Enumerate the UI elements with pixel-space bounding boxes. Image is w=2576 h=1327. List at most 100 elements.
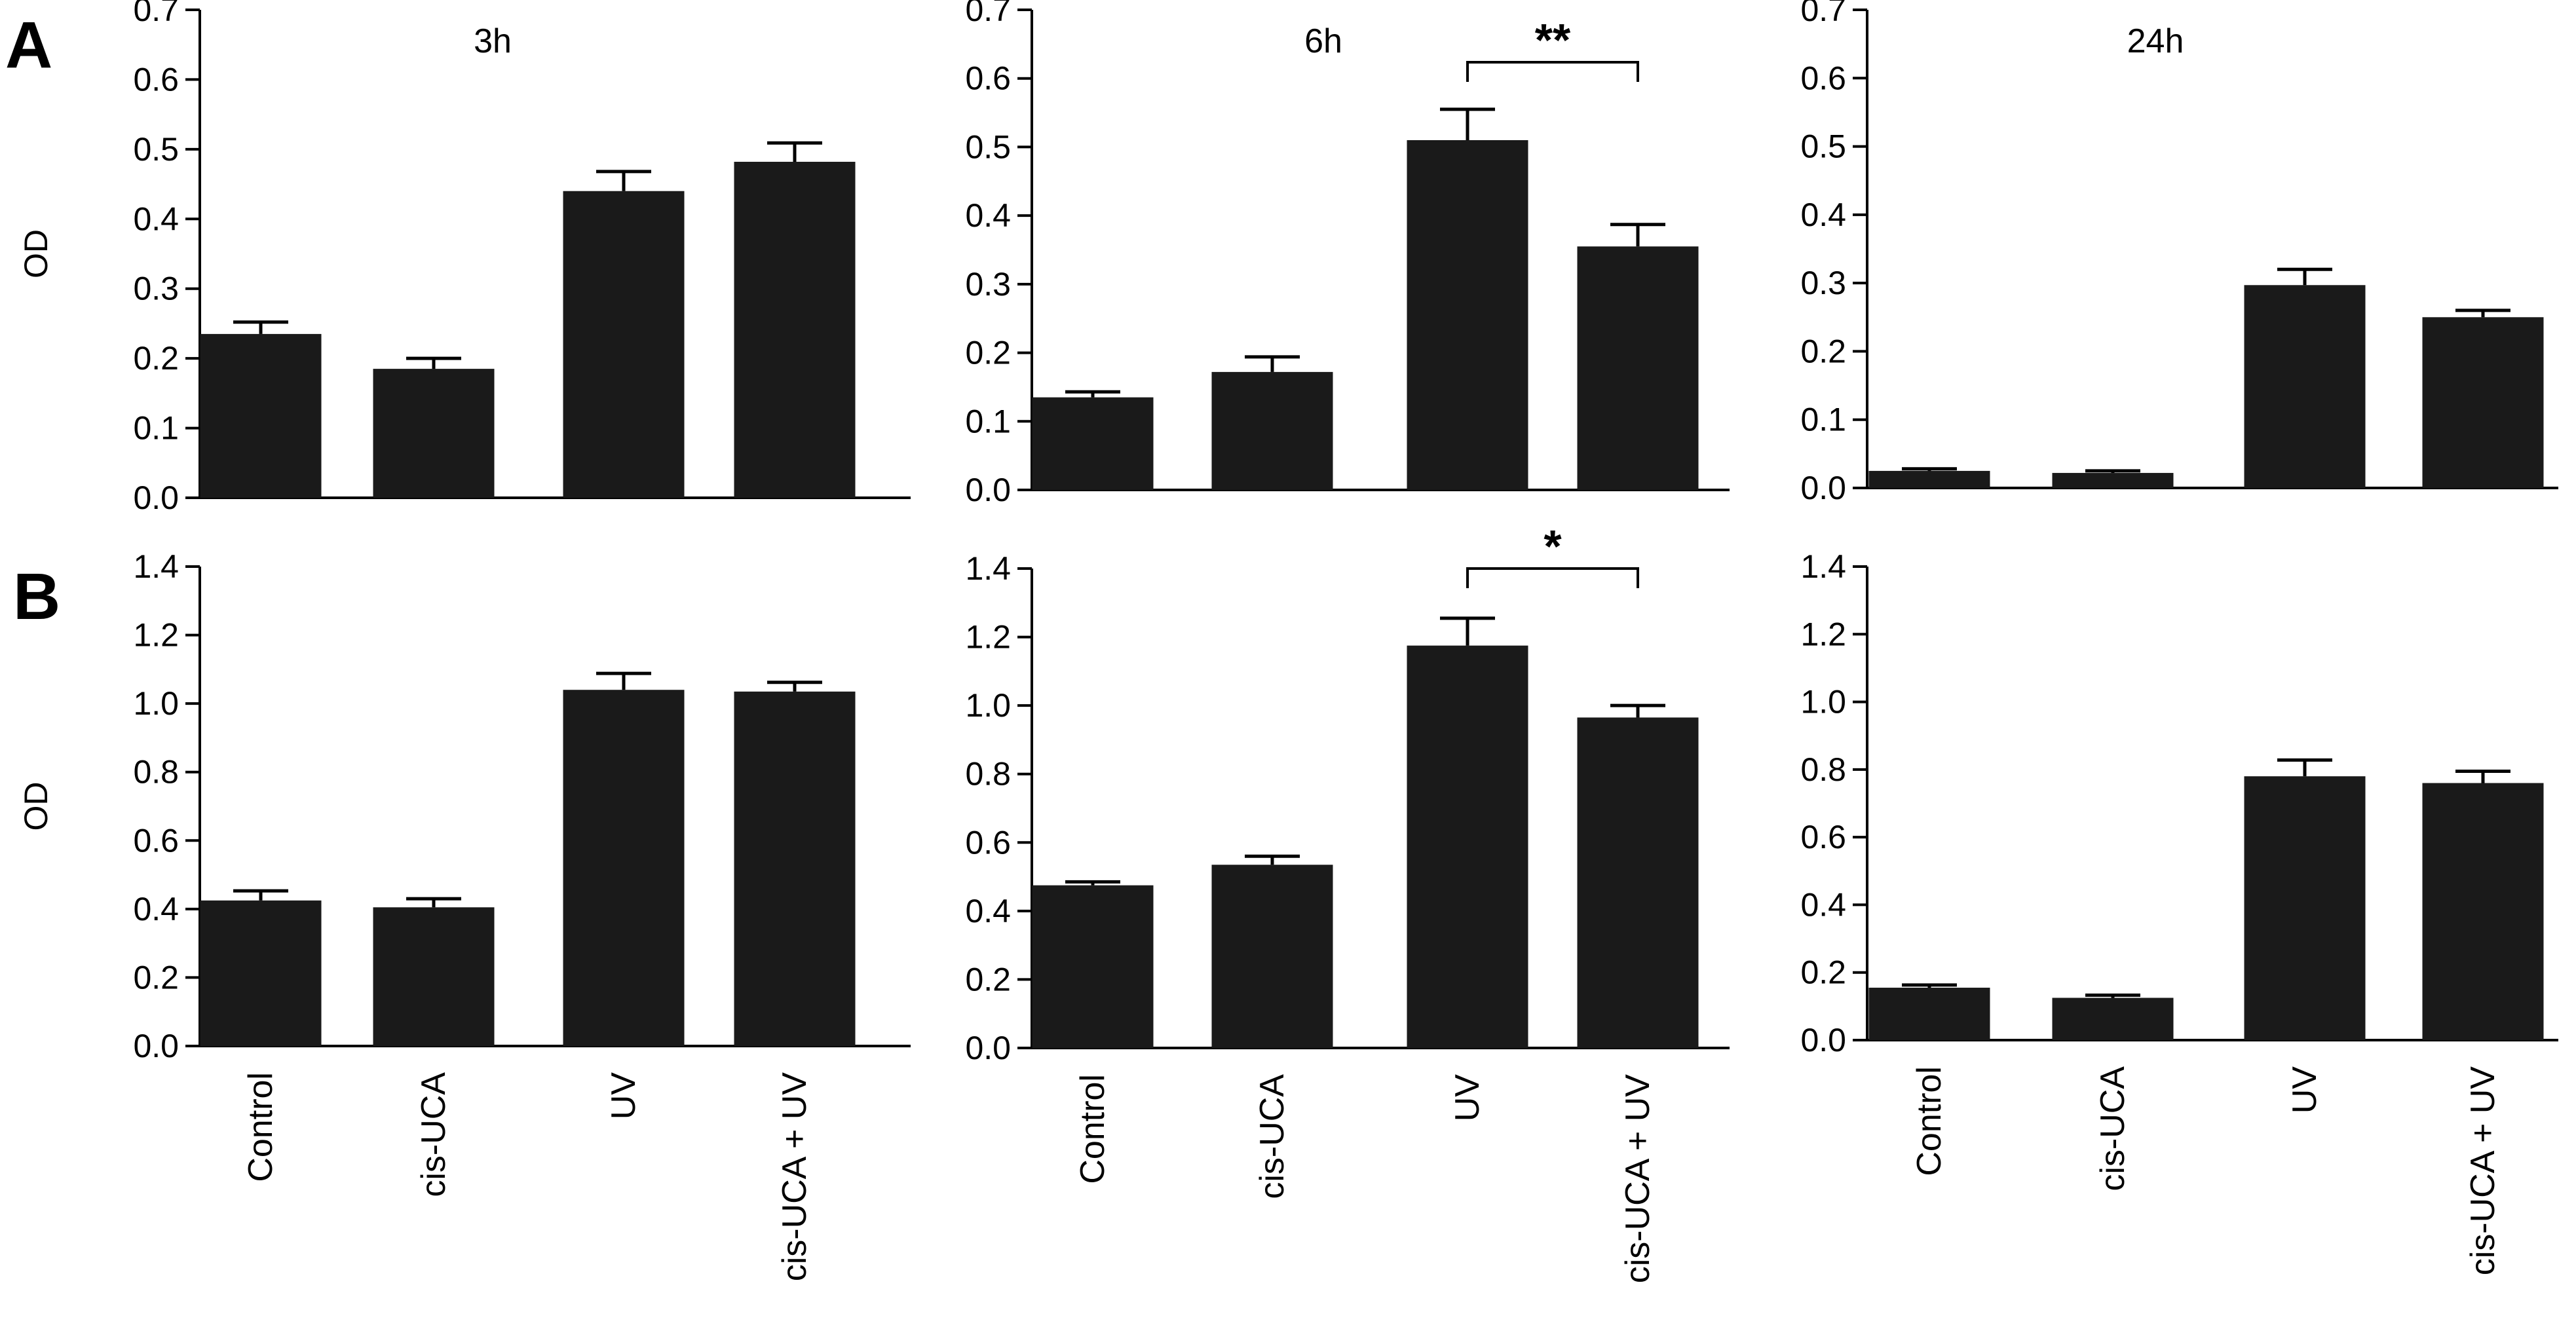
y-tick-label: 0.2 <box>965 335 1011 371</box>
y-tick-label: 0.5 <box>133 131 179 168</box>
y-tick-label: 0.8 <box>965 756 1011 793</box>
y-tick-label: 0.5 <box>1800 128 1846 165</box>
y-tick-label: 1.4 <box>965 550 1011 587</box>
y-tick-label: 1.0 <box>965 687 1011 724</box>
y-tick-label: 0.3 <box>1800 265 1846 301</box>
chart-panel: 0.0 0.1 0.2 0.3 0.4 0.5 0.6 0.7 OD 3h <box>18 0 911 516</box>
bar <box>1032 885 1154 1048</box>
y-tick-label: 0.4 <box>133 891 179 927</box>
bar <box>200 333 322 498</box>
y-axis-title: OD <box>18 782 54 831</box>
y-tick-label: 0.1 <box>1800 402 1846 438</box>
panel-letter-a: A <box>5 9 52 82</box>
category-label: Control <box>1074 1074 1112 1184</box>
y-tick-label: 0.3 <box>133 271 179 307</box>
y-tick-label: 0.2 <box>133 340 179 377</box>
y-tick-label: 0.5 <box>965 128 1011 165</box>
y-tick-label: 0.0 <box>1800 1022 1846 1058</box>
category-label: UV <box>2286 1066 2324 1114</box>
bar <box>1211 865 1333 1048</box>
bar <box>2052 998 2174 1040</box>
chart-panel: 0.0 0.2 0.4 0.6 0.8 1.0 1.2 1.4 Control cis-UCA UV… <box>1800 548 2558 1275</box>
y-tick-label: 1.2 <box>1800 616 1846 652</box>
chart-title: 6h <box>1304 22 1342 60</box>
y-tick-label: 0.6 <box>133 822 179 859</box>
chart-panel: 0.0 0.2 0.4 0.6 0.8 1.0 1.2 1.4 Control cis-UCA UV… <box>965 521 1730 1283</box>
bar <box>2422 317 2544 488</box>
bar <box>1211 371 1333 490</box>
y-tick-label: 0.8 <box>1800 751 1846 788</box>
y-tick-label: 0.1 <box>965 403 1011 439</box>
y-tick-label: 0.6 <box>1800 819 1846 855</box>
y-tick-label: 0.6 <box>1800 60 1846 96</box>
bar <box>1407 645 1528 1048</box>
category-label: Control <box>242 1072 280 1182</box>
panel-letter-b: B <box>13 560 60 633</box>
bar <box>2244 285 2366 488</box>
bar <box>200 900 322 1046</box>
bar <box>734 162 856 498</box>
significance-label: ** <box>1535 14 1571 65</box>
y-tick-label: 0.6 <box>133 61 179 98</box>
y-tick-label: 0.0 <box>133 479 179 516</box>
bar <box>563 690 685 1046</box>
bar <box>2422 783 2544 1040</box>
y-tick-label: 1.2 <box>133 617 179 654</box>
bar <box>373 907 495 1046</box>
charts-layer: 0.0 0.1 0.2 0.3 0.4 0.5 0.6 0.7 OD 3h 0.0 0.1 0.2 0.3… <box>18 0 2558 1283</box>
y-tick-label: 0.7 <box>1800 0 1846 28</box>
y-tick-label: 0.2 <box>965 961 1011 998</box>
y-tick-label: 0.6 <box>965 824 1011 861</box>
bar <box>1868 987 1990 1040</box>
significance-label: * <box>1544 521 1562 572</box>
y-tick-label: 0.0 <box>965 472 1011 508</box>
y-tick-label: 0.3 <box>965 266 1011 303</box>
y-tick-label: 1.0 <box>133 685 179 722</box>
category-label: cis-UCA <box>2094 1066 2132 1191</box>
y-tick-label: 1.4 <box>133 548 179 585</box>
y-tick-label: 1.4 <box>1800 548 1846 585</box>
y-tick-label: 0.2 <box>1800 333 1846 369</box>
significance-bracket <box>1466 567 1639 588</box>
chart-panel: 0.0 0.1 0.2 0.3 0.4 0.5 0.6 0.7 24h <box>1800 0 2558 506</box>
bar <box>563 191 685 498</box>
category-label: cis-UCA + UV <box>2464 1066 2502 1276</box>
bar <box>2244 776 2366 1040</box>
y-tick-label: 0.7 <box>965 0 1011 28</box>
category-label: cis-UCA + UV <box>776 1072 814 1282</box>
category-label: UV <box>605 1072 643 1120</box>
chart-title: 3h <box>474 22 512 60</box>
y-tick-label: 0.7 <box>133 0 179 28</box>
y-tick-label: 0.6 <box>965 60 1011 97</box>
chart-panel: 0.0 0.1 0.2 0.3 0.4 0.5 0.6 0.7 6h ** <box>965 0 1730 508</box>
y-tick-label: 0.8 <box>133 754 179 791</box>
bar <box>734 691 856 1046</box>
y-tick-label: 1.0 <box>1800 684 1846 720</box>
y-tick-label: 0.4 <box>1800 196 1846 233</box>
y-tick-label: 0.4 <box>965 893 1011 929</box>
y-tick-label: 0.0 <box>965 1030 1011 1066</box>
bar <box>1868 470 1990 488</box>
bar <box>1407 140 1528 490</box>
category-label: UV <box>1449 1074 1487 1122</box>
category-label: cis-UCA <box>415 1072 453 1197</box>
category-label: cis-UCA <box>1253 1074 1291 1199</box>
y-tick-label: 0.4 <box>1800 886 1846 923</box>
y-tick-label: 0.0 <box>133 1028 179 1064</box>
y-tick-label: 0.4 <box>133 200 179 237</box>
y-tick-label: 0.2 <box>1800 954 1846 991</box>
bar <box>1577 246 1699 490</box>
bar <box>1577 717 1699 1048</box>
y-tick-label: 1.2 <box>965 619 1011 656</box>
chart-title: 24h <box>2127 22 2184 60</box>
bar <box>373 369 495 498</box>
category-label: Control <box>1910 1066 1948 1176</box>
y-tick-label: 0.0 <box>1800 470 1846 506</box>
y-axis-title: OD <box>18 229 54 278</box>
y-tick-label: 0.1 <box>133 410 179 447</box>
bar <box>1032 397 1154 490</box>
category-label: cis-UCA + UV <box>1619 1074 1657 1284</box>
chart-panel: 0.0 0.2 0.4 0.6 0.8 1.0 1.2 1.4 OD Control cis-UCA… <box>18 548 911 1281</box>
y-tick-label: 0.2 <box>133 959 179 996</box>
